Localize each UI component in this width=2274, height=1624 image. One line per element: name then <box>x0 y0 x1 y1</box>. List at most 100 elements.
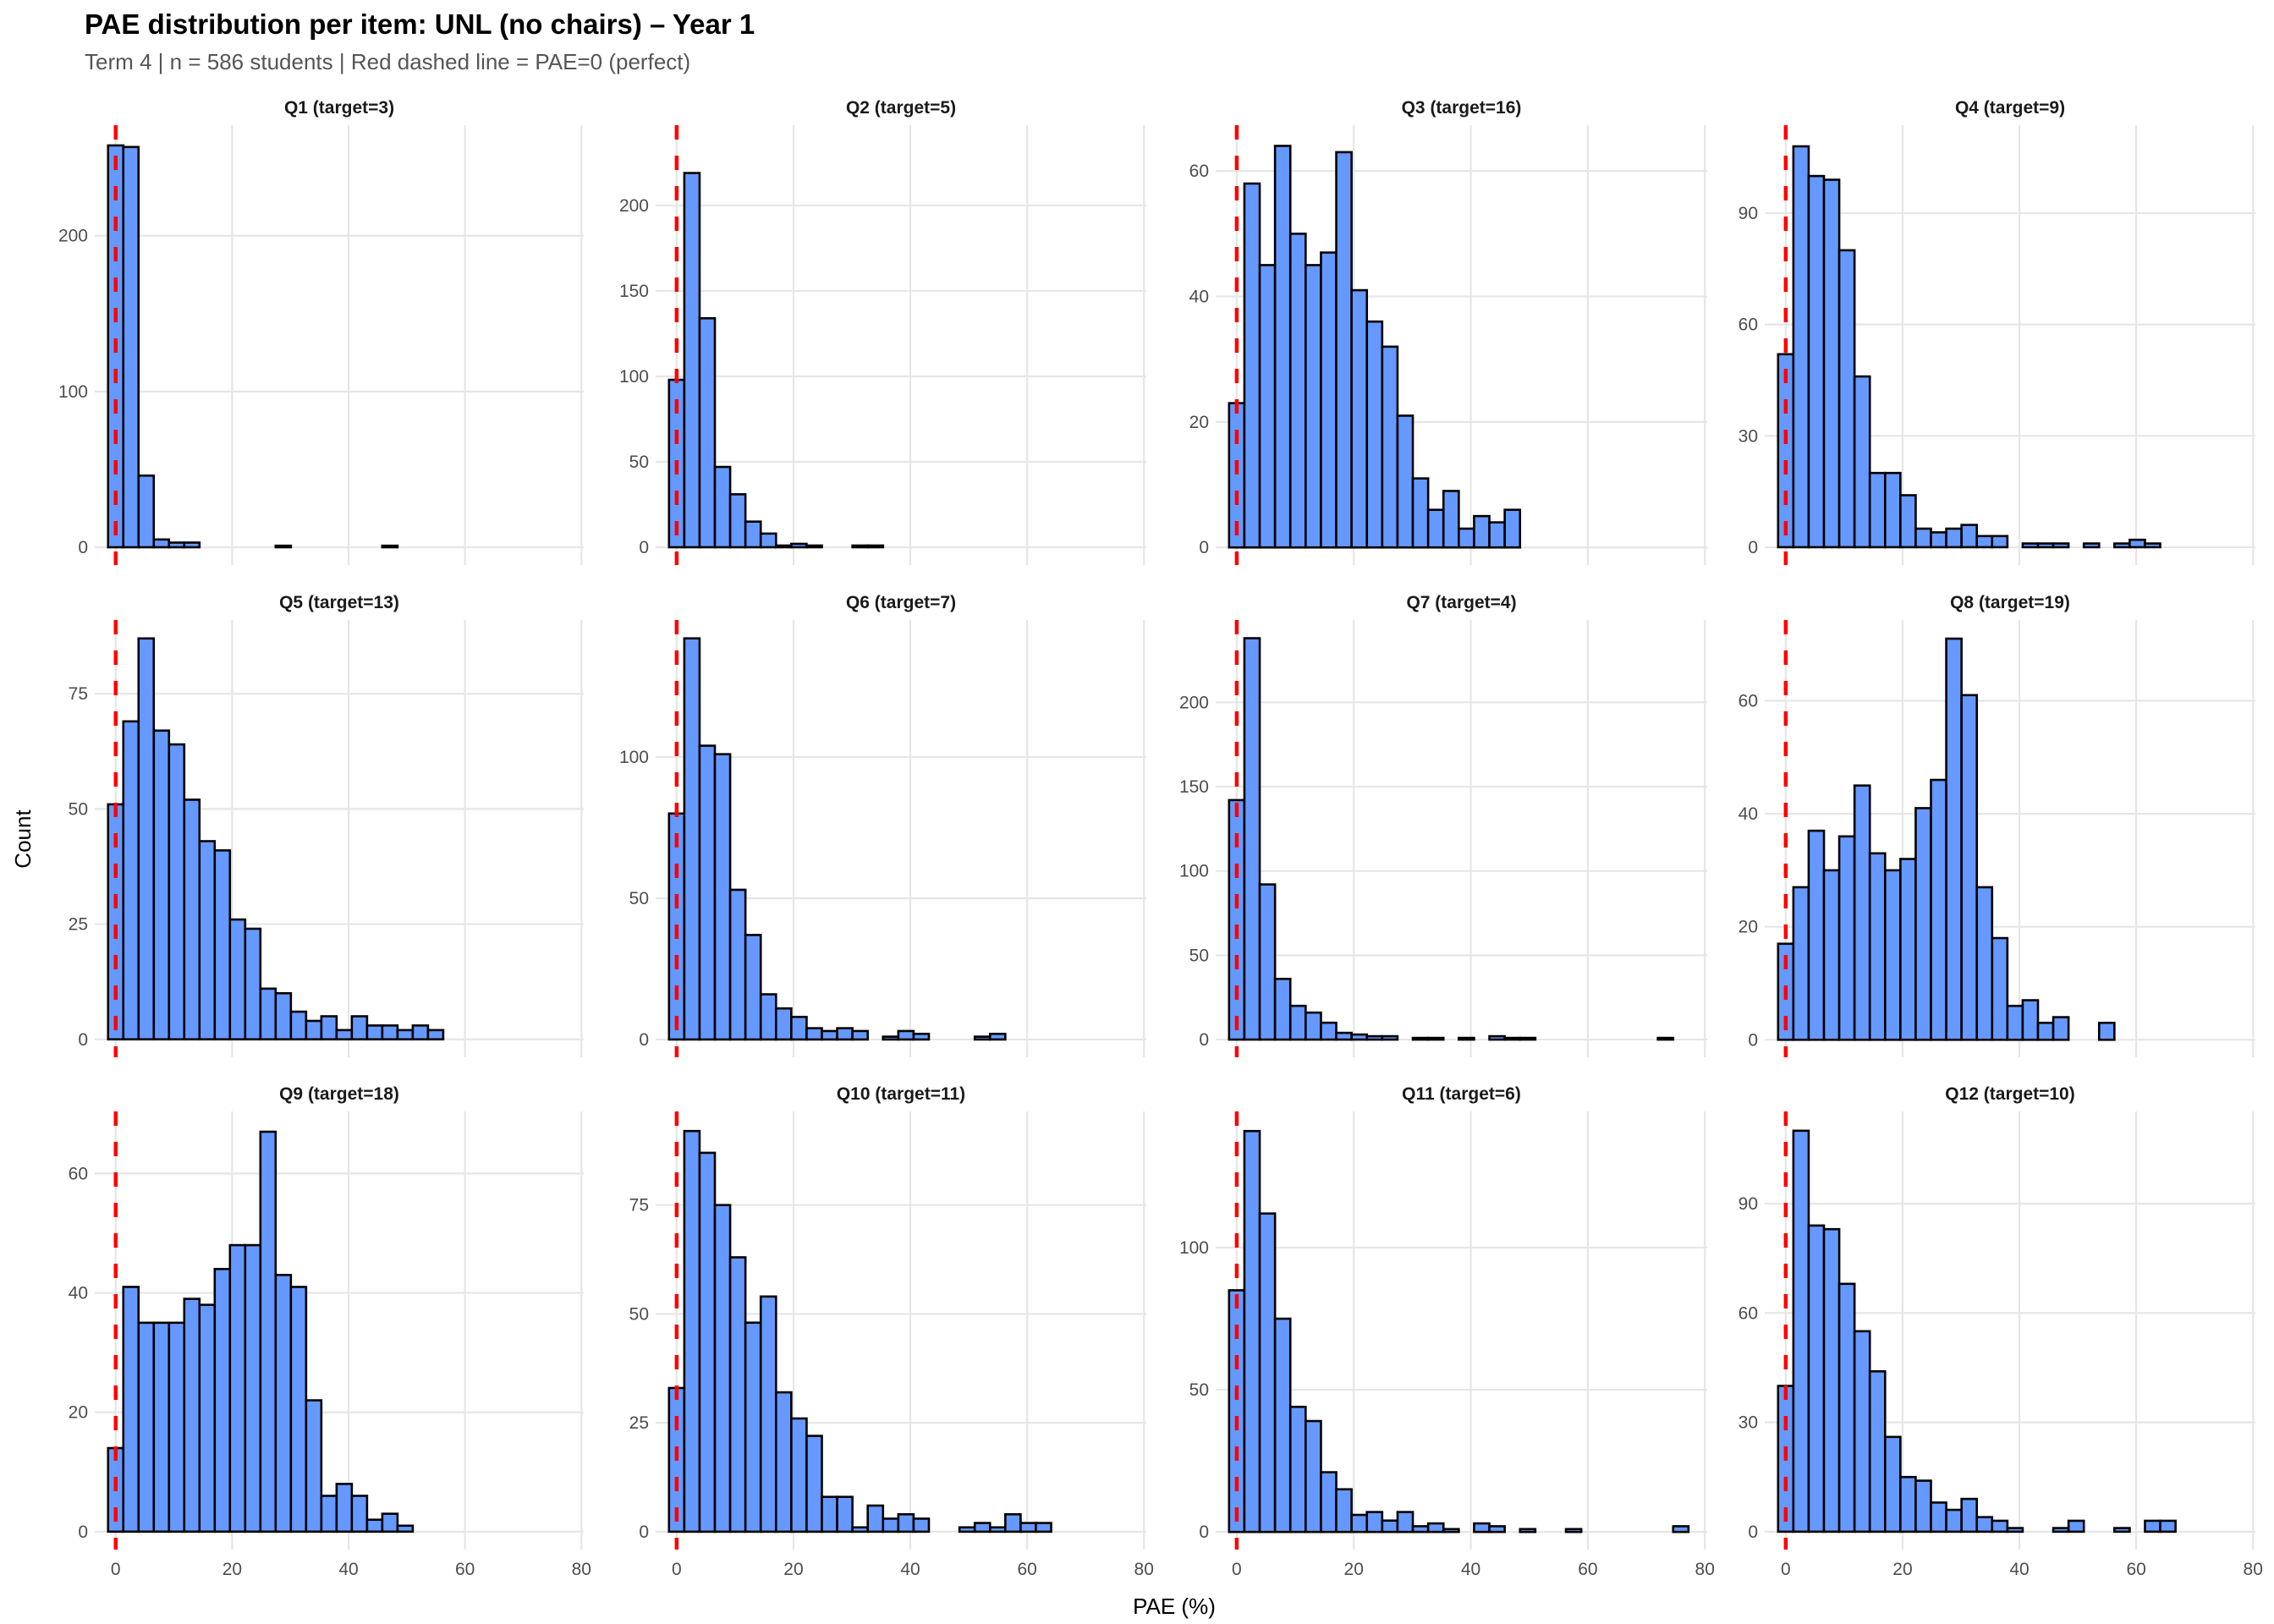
histogram-bar <box>1884 1435 1902 1533</box>
histogram-bar <box>1320 1471 1337 1533</box>
y-tick-label: 0 <box>78 538 88 557</box>
histogram-bar <box>790 1015 808 1041</box>
histogram-bar <box>289 1286 308 1533</box>
histogram-bar <box>426 1029 445 1041</box>
histogram-bar <box>698 744 717 1041</box>
histogram-bar <box>1991 1519 2009 1533</box>
histogram-bar <box>1426 1522 1445 1533</box>
histogram-bar <box>2113 542 2131 549</box>
histogram-bar <box>1365 1034 1384 1041</box>
histogram-bar <box>1411 1036 1430 1041</box>
histogram-bar <box>274 544 293 549</box>
facet-panel-5: Q5 (target=13) 0 25 50 75 <box>69 593 584 1057</box>
histogram-bar <box>183 798 201 1041</box>
y-tick-label: 0 <box>1748 1522 1758 1542</box>
y-tick-label: 150 <box>619 282 649 301</box>
x-tick-label: 40 <box>900 1560 920 1579</box>
histogram-bar <box>1914 527 1932 549</box>
histogram-bar <box>2113 1527 2131 1533</box>
x-tick-label: 40 <box>338 1560 358 1579</box>
histogram-bar <box>1004 1512 1022 1533</box>
x-tick-label: 20 <box>222 1560 242 1579</box>
y-tick-label: 40 <box>1189 288 1209 307</box>
histogram-bar <box>897 1029 915 1041</box>
facet-title: Q6 (target=7) <box>846 593 956 612</box>
histogram-bar <box>259 1130 277 1533</box>
histogram-bar <box>1396 1511 1414 1533</box>
histogram-bar <box>1868 471 1887 549</box>
histogram-bar <box>396 1029 415 1041</box>
histogram-bar <box>744 520 762 549</box>
y-tick-label: 30 <box>1738 426 1758 446</box>
histogram-bar <box>1243 1129 1261 1533</box>
histogram-bar <box>2006 1527 2024 1533</box>
histogram-bar <box>1258 883 1277 1041</box>
histogram-bar <box>1350 288 1369 549</box>
histogram-bar <box>1273 977 1292 1041</box>
histogram-bar <box>411 1024 430 1041</box>
histogram-bar <box>1945 527 1963 549</box>
histogram-bar <box>790 1417 808 1533</box>
histogram-bar <box>1899 494 1917 549</box>
histogram-bar <box>2036 1021 2055 1041</box>
facet-panel-11: Q11 (target=6) 0 50 100 0 20 40 60 80 <box>1179 1084 1715 1579</box>
histogram-bar <box>137 637 156 1041</box>
histogram-bar <box>1488 1034 1506 1041</box>
histogram-bar <box>973 1035 991 1041</box>
histogram-bar <box>1656 1036 1675 1041</box>
histogram-bar <box>805 1435 823 1533</box>
histogram-bar <box>122 145 140 549</box>
histogram-bar <box>1991 535 2009 549</box>
y-tick-label: 200 <box>1179 693 1209 712</box>
histogram-bar <box>1288 233 1307 549</box>
facet-panel-8: Q8 (target=19) 0 20 40 60 <box>1738 593 2255 1057</box>
y-tick-label: 100 <box>619 367 649 387</box>
histogram-bar <box>1822 1227 1841 1533</box>
histogram-bar <box>988 1032 1007 1041</box>
histogram-bar <box>1868 852 1887 1041</box>
facet-title: Q3 (target=16) <box>1402 98 1522 118</box>
histogram-bar <box>728 493 747 549</box>
y-tick-label: 60 <box>1189 162 1209 181</box>
histogram-bar <box>1960 1497 1979 1533</box>
x-tick-label: 80 <box>1695 1560 1715 1579</box>
facet-panel-2: Q2 (target=5) 0 50 100 150 200 <box>619 98 1146 565</box>
histogram-bar <box>1426 1036 1445 1041</box>
histogram-bar <box>1335 1488 1353 1533</box>
histogram-bar <box>1503 1036 1522 1041</box>
histogram-bar <box>1381 1034 1399 1041</box>
y-tick-label: 90 <box>1738 204 1758 223</box>
y-tick-label: 40 <box>69 1284 88 1303</box>
histogram-bar <box>1305 1011 1322 1041</box>
histogram-bar <box>1473 514 1491 549</box>
facet-panel-10: Q10 (target=11) 0 25 50 75 0 20 40 60 80 <box>629 1084 1154 1579</box>
histogram-bar <box>381 544 399 549</box>
histogram-bar <box>1868 1369 1887 1533</box>
histogram-bar <box>305 1019 323 1041</box>
histogram-bar <box>744 1321 762 1533</box>
histogram-bar <box>1792 886 1810 1041</box>
x-tick-label: 0 <box>1781 1560 1791 1579</box>
histogram-bar <box>320 1015 338 1041</box>
histogram-bar <box>381 1024 399 1041</box>
x-tick-label: 60 <box>2126 1560 2145 1579</box>
histogram-bar <box>1822 178 1841 549</box>
histogram-bar <box>137 1321 156 1533</box>
histogram-bar <box>851 1526 870 1533</box>
x-tick-label: 0 <box>1232 1560 1242 1579</box>
x-tick-label: 60 <box>1578 1560 1597 1579</box>
histogram-bar <box>1243 182 1261 549</box>
histogram-bar <box>775 1007 793 1041</box>
histogram-bar <box>1305 1419 1322 1533</box>
histogram-bar <box>1273 1317 1292 1533</box>
histogram-bar <box>350 1495 369 1533</box>
y-tick-label: 0 <box>1199 1030 1209 1050</box>
facet-panel-4: Q4 (target=9) 0 30 60 90 <box>1738 98 2255 565</box>
histogram-bar <box>213 1268 232 1533</box>
histogram-bar <box>1991 936 2009 1041</box>
facet-title: Q11 (target=6) <box>1402 1084 1521 1104</box>
y-tick-label: 0 <box>78 1522 88 1542</box>
histogram-bar <box>1305 264 1322 549</box>
y-tick-label: 60 <box>1738 315 1758 335</box>
